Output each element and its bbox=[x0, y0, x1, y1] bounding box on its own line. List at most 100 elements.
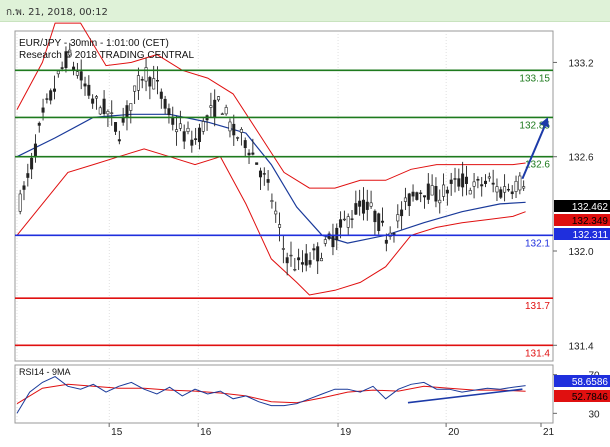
candle-body bbox=[22, 185, 26, 190]
candle-body bbox=[37, 122, 41, 126]
candle-body bbox=[117, 139, 121, 142]
candle-body bbox=[503, 186, 507, 193]
candle-body bbox=[506, 188, 510, 191]
candle-body bbox=[285, 257, 289, 264]
candle-body bbox=[148, 77, 152, 87]
candle-body bbox=[339, 219, 343, 228]
candle-body bbox=[346, 216, 350, 228]
candle-body bbox=[110, 112, 114, 114]
candle-body bbox=[258, 170, 262, 178]
candle-body bbox=[365, 201, 369, 210]
candle-body bbox=[228, 121, 232, 132]
candle-body bbox=[140, 79, 144, 81]
moving-average bbox=[16, 113, 526, 244]
candle-body bbox=[144, 67, 148, 82]
candle-body bbox=[152, 78, 156, 90]
rsi-tag-52.7846: 52.7846 bbox=[572, 392, 609, 403]
candle-body bbox=[491, 182, 495, 185]
candle-body bbox=[499, 189, 503, 198]
level-label-131.7: 131.7 bbox=[525, 301, 550, 312]
candle-body bbox=[247, 152, 251, 156]
candle-body bbox=[278, 224, 282, 228]
candle-body bbox=[251, 152, 255, 155]
candle-body bbox=[18, 193, 22, 212]
price-panel-frame bbox=[14, 30, 554, 362]
candle-body bbox=[98, 107, 102, 115]
candle-body bbox=[300, 262, 304, 265]
x-tick-label: 15 bbox=[111, 427, 123, 438]
candle-body bbox=[289, 254, 293, 257]
candle-body bbox=[430, 185, 434, 196]
x-tick-label: 21 bbox=[543, 427, 555, 438]
candle-body bbox=[464, 176, 468, 184]
candle-body bbox=[487, 176, 491, 179]
candle-body bbox=[114, 122, 118, 132]
ma-line bbox=[16, 113, 526, 244]
candle-body bbox=[266, 179, 270, 183]
candle-body bbox=[255, 162, 259, 165]
level-label-131.4: 131.4 bbox=[525, 348, 550, 359]
candle-body bbox=[270, 200, 274, 202]
candle-body bbox=[239, 129, 243, 133]
price-tag-132.349-bg bbox=[554, 214, 610, 226]
candle-body bbox=[91, 98, 95, 104]
date-label: ก.พ. 21, 2018, 00:12 bbox=[6, 7, 108, 18]
candle-body bbox=[522, 186, 526, 189]
candle-body bbox=[293, 268, 297, 271]
rsi-label: RSI14 - 9MA bbox=[19, 367, 71, 377]
candle-body bbox=[224, 107, 228, 115]
candle-body bbox=[155, 80, 159, 82]
candle-body bbox=[304, 253, 308, 266]
candle-body bbox=[56, 70, 60, 75]
candle-body bbox=[53, 88, 57, 92]
candle-body bbox=[392, 233, 396, 235]
candle-body bbox=[106, 111, 110, 115]
candle-body bbox=[49, 90, 53, 101]
candle-body bbox=[361, 199, 365, 214]
level-label-132.6: 132.6 bbox=[525, 160, 550, 171]
candle-body bbox=[167, 108, 171, 116]
price-tag-132.462-bg bbox=[554, 200, 610, 212]
candle-body bbox=[182, 131, 186, 142]
candle-body bbox=[434, 186, 438, 202]
candle-body bbox=[384, 239, 388, 244]
candle-body bbox=[369, 202, 373, 207]
level-label-132.85: 132.85 bbox=[519, 120, 550, 131]
candle-body bbox=[308, 260, 312, 265]
candle-body bbox=[281, 248, 285, 250]
candle-body bbox=[274, 210, 278, 215]
candle-body bbox=[457, 178, 461, 187]
candle-body bbox=[83, 83, 87, 87]
candle-body bbox=[133, 85, 137, 92]
price-tag-132.311: 132.311 bbox=[573, 230, 609, 241]
candle-body bbox=[342, 218, 346, 221]
candle-body bbox=[243, 140, 247, 149]
x-axis: 15 16 19 20 21 bbox=[108, 423, 555, 438]
candle-body bbox=[213, 99, 217, 119]
candle-body bbox=[125, 105, 129, 119]
candle-body bbox=[75, 71, 79, 76]
candle-body bbox=[442, 184, 446, 197]
price-tag-132.349: 132.349 bbox=[572, 216, 609, 227]
candle-body bbox=[514, 180, 518, 192]
research-label: Research © 2018 TRADING CENTRAL bbox=[19, 50, 194, 61]
candle-body bbox=[415, 192, 419, 200]
candle-body bbox=[495, 186, 499, 193]
forecast-arrow bbox=[521, 117, 549, 180]
candle-body bbox=[186, 127, 190, 132]
candle-body bbox=[396, 214, 400, 222]
rsi-tick-label: 30 bbox=[588, 409, 600, 420]
candle-body bbox=[438, 199, 442, 204]
candle-body bbox=[426, 183, 430, 200]
rsi-trendline bbox=[407, 388, 523, 404]
candles bbox=[18, 42, 526, 276]
candle-body bbox=[41, 107, 45, 113]
level-label-133.15: 133.15 bbox=[519, 73, 550, 84]
candle-body bbox=[163, 98, 167, 109]
price-tick-label: 133.2 bbox=[568, 58, 593, 69]
price-tag-132.311-bg bbox=[554, 228, 610, 240]
price-tags: 132.462 132.349 132.311 bbox=[554, 200, 610, 241]
candle-body bbox=[461, 173, 465, 188]
candle-body bbox=[72, 66, 76, 70]
